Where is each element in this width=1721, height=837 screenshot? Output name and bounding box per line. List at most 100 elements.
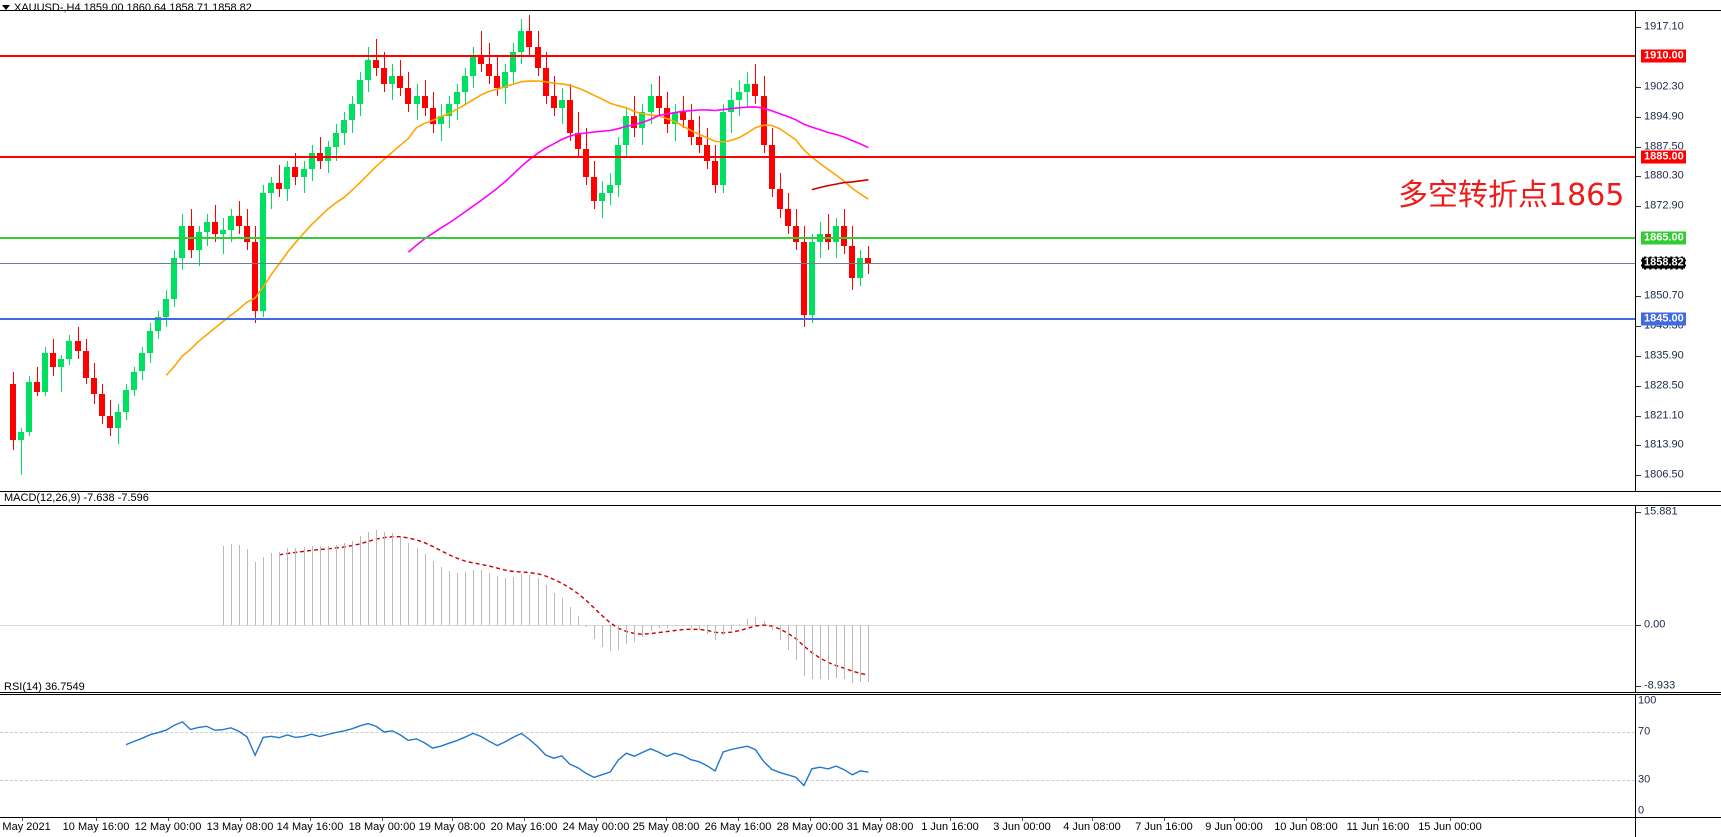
candle-body[interactable] <box>276 183 283 190</box>
candle-body[interactable] <box>776 189 783 210</box>
caret-down-icon[interactable] <box>2 4 10 10</box>
candle-body[interactable] <box>90 377 97 394</box>
candle-body[interactable] <box>558 100 565 109</box>
candle-body[interactable] <box>227 215 234 230</box>
macd-plot-area[interactable] <box>0 506 1636 692</box>
candle-body[interactable] <box>10 383 16 441</box>
candle-body[interactable] <box>655 96 662 109</box>
candle-body[interactable] <box>26 381 33 433</box>
candle-body[interactable] <box>574 132 581 149</box>
candle-body[interactable] <box>131 371 138 390</box>
candle-body[interactable] <box>340 120 347 133</box>
candle-body[interactable] <box>671 112 678 125</box>
current-price-1858[interactable] <box>0 262 1635 264</box>
candle-body[interactable] <box>365 59 372 80</box>
candle-body[interactable] <box>324 146 331 161</box>
candle-body[interactable] <box>58 359 65 368</box>
candle-body[interactable] <box>833 225 840 242</box>
candle-body[interactable] <box>82 351 89 378</box>
candle-body[interactable] <box>808 241 815 315</box>
candle-body[interactable] <box>647 96 654 113</box>
candle-body[interactable] <box>405 87 412 105</box>
candle-body[interactable] <box>211 221 218 234</box>
candle-body[interactable] <box>687 120 694 137</box>
candle-body[interactable] <box>147 331 154 354</box>
candle-body[interactable] <box>695 136 702 145</box>
resistance-1885[interactable] <box>0 155 1635 158</box>
candle-body[interactable] <box>163 298 170 317</box>
candle-body[interactable] <box>235 215 242 226</box>
candle-body[interactable] <box>244 225 251 242</box>
candle-body[interactable] <box>599 193 606 202</box>
candle-body[interactable] <box>623 116 630 145</box>
resistance-1910[interactable] <box>0 54 1635 57</box>
candle-body[interactable] <box>308 152 315 169</box>
candle-body[interactable] <box>397 75 404 88</box>
price-level-badge[interactable]: 1858.82 <box>1641 256 1686 270</box>
candle-body[interactable] <box>268 183 275 194</box>
candle-body[interactable] <box>841 225 848 246</box>
candle-body[interactable] <box>179 225 186 259</box>
candle-body[interactable] <box>865 258 872 263</box>
candle-body[interactable] <box>639 112 646 129</box>
candle-body[interactable] <box>122 389 129 412</box>
candle-body[interactable] <box>34 381 41 392</box>
support-1845[interactable] <box>0 317 1635 320</box>
symbol-header[interactable]: XAUUSD-,H4 1859.00 1860.64 1858.71 1858.… <box>2 2 252 14</box>
candle-body[interactable] <box>784 209 791 226</box>
candle-body[interactable] <box>437 116 444 125</box>
candle-body[interactable] <box>849 245 856 279</box>
candle-body[interactable] <box>106 416 113 429</box>
candle-body[interactable] <box>74 341 81 352</box>
candle-body[interactable] <box>284 166 291 190</box>
candle-body[interactable] <box>171 258 178 299</box>
candle-body[interactable] <box>679 112 686 121</box>
candle-body[interactable] <box>413 96 420 105</box>
candle-body[interactable] <box>704 144 711 161</box>
candle-body[interactable] <box>195 231 202 250</box>
candle-body[interactable] <box>445 104 452 117</box>
candle-body[interactable] <box>582 148 589 178</box>
candle-body[interactable] <box>292 166 299 178</box>
candle-body[interactable] <box>373 59 380 68</box>
candle-body[interactable] <box>381 67 388 84</box>
candle-body[interactable] <box>663 108 670 125</box>
candle-body[interactable] <box>752 83 759 97</box>
candle-body[interactable] <box>300 168 307 178</box>
candle-body[interactable] <box>469 55 476 76</box>
candle-body[interactable] <box>155 316 162 331</box>
candle-body[interactable] <box>98 393 105 417</box>
candle-body[interactable] <box>42 353 49 392</box>
candle-body[interactable] <box>631 116 638 129</box>
candle-body[interactable] <box>461 75 468 92</box>
macd-label[interactable]: MACD(12,26,9) -7.638 -7.596 <box>4 492 149 504</box>
price-level-badge[interactable]: 1865.00 <box>1641 231 1686 245</box>
rsi-plot-area[interactable] <box>0 695 1636 817</box>
price-level-badge[interactable]: 1910.00 <box>1641 49 1686 63</box>
candle-body[interactable] <box>260 193 267 311</box>
support-1865[interactable] <box>0 236 1635 239</box>
candle-body[interactable] <box>712 160 719 186</box>
candle-body[interactable] <box>494 75 501 88</box>
candle-body[interactable] <box>591 177 598 202</box>
time-axis[interactable]: 7 May 2021 10 May 16:00 12 May 00:00 13 May… <box>0 818 1721 837</box>
candle-body[interactable] <box>219 229 226 234</box>
candle-body[interactable] <box>252 241 259 311</box>
candle-body[interactable] <box>534 47 541 68</box>
candle-body[interactable] <box>510 51 517 72</box>
candle-body[interactable] <box>728 100 735 113</box>
candle-body[interactable] <box>66 341 73 360</box>
candle-body[interactable] <box>566 100 573 133</box>
candle-body[interactable] <box>114 412 121 429</box>
price-level-badge[interactable]: 1885.00 <box>1641 150 1686 164</box>
candle-body[interactable] <box>502 71 509 88</box>
candle-body[interactable] <box>478 55 485 64</box>
candle-body[interactable] <box>139 353 146 372</box>
rsi-label[interactable]: RSI(14) 36.7549 <box>4 681 85 693</box>
candle-body[interactable] <box>453 92 460 105</box>
candle-body[interactable] <box>720 112 727 186</box>
price-plot-area[interactable] <box>0 11 1636 491</box>
candle-body[interactable] <box>348 104 355 121</box>
candle-body[interactable] <box>357 79 363 105</box>
candle-body[interactable] <box>429 108 436 125</box>
